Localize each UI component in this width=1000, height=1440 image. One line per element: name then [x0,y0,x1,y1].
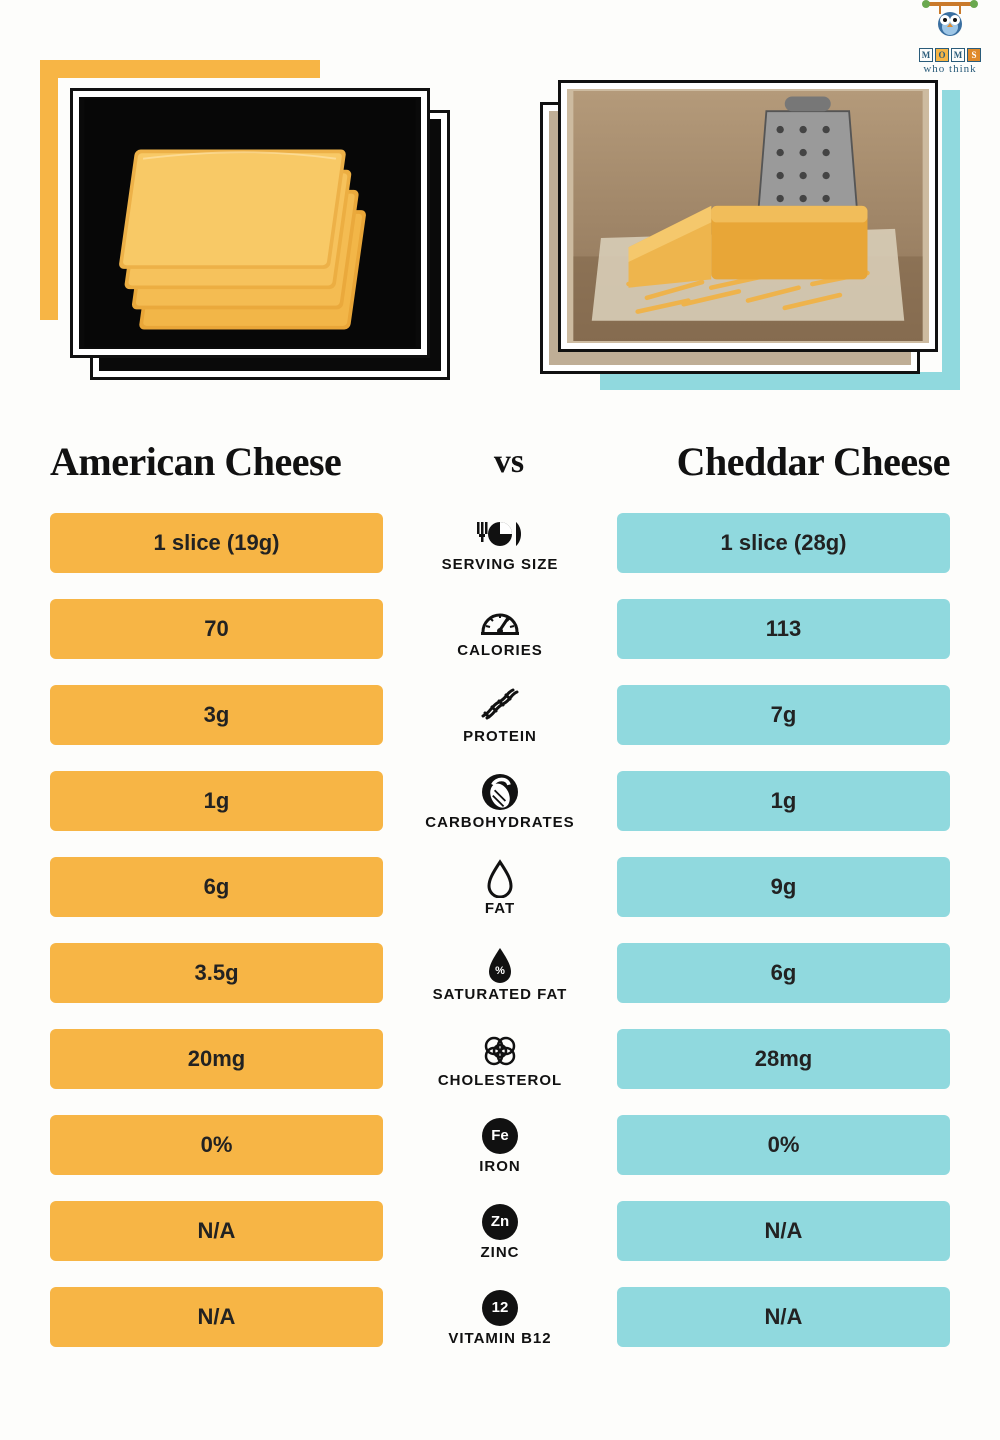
comparison-table: 1 slice (19g) SERVING SIZE 1 slice (28g)… [40,513,960,1347]
right-value: 9g [617,857,950,917]
right-value: N/A [617,1201,950,1261]
left-value: N/A [50,1201,383,1261]
comparison-row: 20mg CHOLESTEROL 28mg [50,1029,950,1089]
right-value: 7g [617,685,950,745]
accent-bar-left [40,60,58,320]
fat-icon [477,858,523,898]
title-right: Cheddar Cheese [677,438,950,485]
iron-icon: Fe [477,1116,523,1156]
left-value: 1g [50,771,383,831]
metric: CHOLESTEROL [395,1030,605,1089]
left-value: 6g [50,857,383,917]
photo-left [70,88,430,358]
right-value: 1 slice (28g) [617,513,950,573]
photo-section [40,60,960,390]
right-value: 113 [617,599,950,659]
left-value: 3.5g [50,943,383,1003]
right-value: 6g [617,943,950,1003]
b12-icon: 12 [477,1288,523,1328]
american-cheese-image [81,99,419,347]
owl-icon [920,0,980,40]
comparison-row: 1g CARBOHYDRATES 1g [50,771,950,831]
metric: % SATURATED FAT [395,944,605,1003]
accent-bar-bottom [600,372,960,390]
metric-label: IRON [479,1158,521,1175]
metric: SERVING SIZE [395,514,605,573]
svg-text:%: % [495,965,505,977]
comparison-row: N/A 12 VITAMIN B12 N/A [50,1287,950,1347]
metric-label: CHOLESTEROL [438,1072,562,1089]
metric: 12 VITAMIN B12 [395,1288,605,1347]
comparison-row: N/A Zn ZINC N/A [50,1201,950,1261]
comparison-row: 70 CALORIES 113 [50,599,950,659]
accent-bar-right [942,90,960,380]
right-value: 0% [617,1115,950,1175]
metric: CALORIES [395,600,605,659]
metric: Fe IRON [395,1116,605,1175]
metric-label: ZINC [481,1244,520,1261]
title-left: American Cheese [50,438,341,485]
title-row: American Cheese vs Cheddar Cheese [40,438,960,485]
comparison-row: 3g PROTEIN 7g [50,685,950,745]
cheddar-cheese-image [569,91,927,341]
calories-icon [477,600,523,640]
photo-right-wrap [540,60,960,390]
zinc-icon: Zn [477,1202,523,1242]
vs-label: vs [494,443,524,481]
right-value: 28mg [617,1029,950,1089]
comparison-row: 3.5g % SATURATED FAT 6g [50,943,950,1003]
left-value: 3g [50,685,383,745]
left-value: 1 slice (19g) [50,513,383,573]
comparison-row: 1 slice (19g) SERVING SIZE 1 slice (28g) [50,513,950,573]
protein-icon [477,686,523,726]
metric: PROTEIN [395,686,605,745]
metric-label: SATURATED FAT [433,986,568,1003]
metric-label: SERVING SIZE [442,556,559,573]
serving-icon [477,514,523,554]
metric-label: FAT [485,900,515,917]
metric: Zn ZINC [395,1202,605,1261]
carbs-icon [477,772,523,812]
left-value: 70 [50,599,383,659]
left-value: N/A [50,1287,383,1347]
satfat-icon: % [477,944,523,984]
cholesterol-icon [477,1030,523,1070]
right-value: N/A [617,1287,950,1347]
metric-label: PROTEIN [463,728,537,745]
metric-label: VITAMIN B12 [448,1330,551,1347]
photo-left-wrap [40,60,460,390]
metric-label: CALORIES [457,642,543,659]
metric-label: CARBOHYDRATES [425,814,574,831]
comparison-row: 0% Fe IRON 0% [50,1115,950,1175]
metric: CARBOHYDRATES [395,772,605,831]
right-value: 1g [617,771,950,831]
left-value: 0% [50,1115,383,1175]
accent-bar-top [40,60,320,78]
metric: FAT [395,858,605,917]
photo-right [558,80,938,352]
left-value: 20mg [50,1029,383,1089]
comparison-row: 6g FAT 9g [50,857,950,917]
